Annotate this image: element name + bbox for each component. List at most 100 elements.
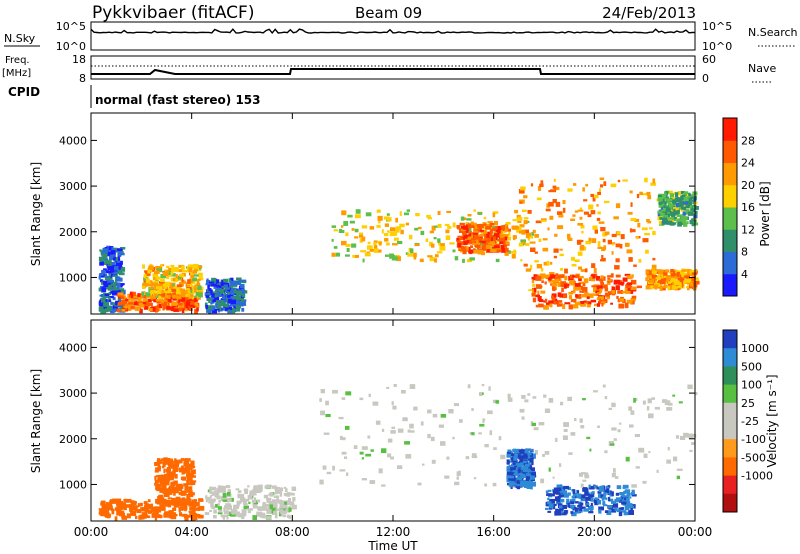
echo-cell	[116, 308, 121, 312]
echo-cell	[590, 276, 593, 279]
power-colorbar-tick: 28	[741, 134, 755, 147]
echo-cell	[179, 467, 185, 473]
echo-cell	[188, 267, 193, 273]
echo-cell	[694, 206, 699, 210]
echo-cell	[537, 296, 542, 301]
echo-cell	[559, 505, 563, 509]
echo-cell	[155, 514, 161, 519]
echo-cell	[543, 261, 550, 266]
echo-cell	[133, 302, 138, 306]
echo-cell	[553, 255, 557, 259]
echo-cell	[593, 499, 597, 504]
echo-cell	[596, 304, 600, 307]
echo-cell	[333, 229, 338, 232]
echo-cell	[165, 468, 171, 473]
echo-cell	[394, 231, 398, 236]
echo-cell	[188, 477, 193, 481]
echo-cell	[674, 192, 679, 198]
echo-cell	[361, 457, 364, 460]
echo-cell	[517, 476, 523, 481]
echo-cell	[218, 509, 223, 513]
echo-cell	[184, 486, 188, 491]
echo-cell	[557, 281, 561, 287]
echo-cell	[578, 275, 584, 279]
echo-cell	[290, 502, 295, 506]
echo-cell	[681, 218, 686, 223]
echo-cell	[167, 490, 172, 495]
echo-cell	[580, 244, 585, 250]
echo-cell	[673, 271, 676, 275]
echo-cell	[462, 258, 465, 263]
echo-cell	[606, 510, 612, 515]
echo-cell	[341, 210, 347, 216]
echo-cell	[556, 501, 561, 505]
echo-cell	[220, 496, 225, 501]
echo-cell	[476, 246, 479, 250]
echo-cell	[216, 279, 220, 284]
echo-cell	[648, 413, 654, 419]
echo-cell	[99, 261, 104, 266]
echo-cell	[563, 428, 568, 432]
echo-cell	[536, 264, 543, 269]
echo-cell	[604, 396, 608, 400]
echo-cell	[534, 260, 539, 263]
echo-cell	[359, 397, 364, 401]
echo-cell	[174, 267, 177, 271]
echo-cell	[215, 503, 218, 508]
echo-cell	[257, 499, 261, 503]
echo-cell	[141, 291, 145, 297]
echo-cell	[168, 510, 174, 514]
echo-cell	[647, 398, 652, 404]
velocity-colorbar-tick: -25	[741, 415, 759, 428]
power-colorbar-swatch	[723, 118, 737, 141]
echo-cell	[661, 221, 666, 225]
echo-cell	[522, 241, 526, 245]
echo-cell	[166, 275, 170, 280]
nave-rtick-top: 60	[702, 53, 716, 66]
echo-cell	[277, 489, 281, 494]
echo-cell	[135, 515, 138, 520]
echo-cell	[179, 498, 185, 502]
freq-unit: [MHz]	[2, 68, 31, 79]
echo-cell	[239, 497, 246, 503]
echo-cell	[683, 222, 688, 227]
echo-cell	[372, 401, 379, 406]
echo-cell	[590, 485, 595, 490]
echo-cell	[176, 295, 182, 300]
echo-cell	[523, 263, 528, 267]
echo-cell	[208, 498, 213, 504]
echo-cell	[547, 510, 552, 513]
echo-cell	[639, 191, 643, 196]
echo-cell	[117, 292, 124, 296]
echo-cell	[665, 193, 668, 198]
echo-cell	[584, 475, 590, 479]
echo-cell	[590, 193, 595, 197]
echo-cell	[508, 460, 513, 463]
echo-cell	[123, 306, 129, 309]
echo-cell	[105, 280, 109, 283]
echo-cell	[572, 214, 576, 217]
echo-cell	[215, 293, 222, 297]
echo-cell	[381, 484, 386, 487]
echo-cell	[268, 501, 274, 506]
echo-cell	[675, 207, 679, 211]
echo-cell	[217, 291, 220, 294]
echo-cell	[687, 269, 692, 274]
echo-cell	[573, 506, 577, 510]
echo-cell	[557, 211, 563, 215]
echo-cell	[608, 498, 614, 502]
echo-cell	[560, 284, 566, 287]
echo-cell	[613, 468, 616, 473]
echo-cell	[222, 488, 226, 492]
echo-cell	[496, 228, 501, 234]
echo-cell	[194, 284, 197, 287]
echo-cell	[509, 453, 515, 457]
echo-cell	[427, 409, 432, 414]
echo-cell	[620, 495, 624, 499]
echo-cell	[462, 231, 467, 235]
echo-cell	[389, 231, 396, 237]
echo-cell	[517, 468, 521, 472]
echo-cell	[409, 423, 414, 429]
echo-cell	[576, 239, 582, 245]
echo-cell	[188, 264, 194, 270]
